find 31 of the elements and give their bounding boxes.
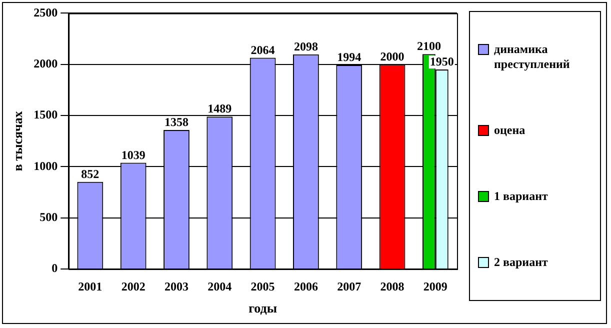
data-label: 1358: [164, 115, 188, 130]
y-tick-label: 0: [52, 261, 58, 276]
y-tick-label: 1500: [34, 108, 58, 122]
x-tick-label: 2001: [78, 279, 102, 294]
data-label: 1039: [121, 148, 146, 162]
data-label: 2100: [416, 39, 441, 54]
data-label: 852: [81, 166, 100, 181]
x-tick-label: 2004: [208, 279, 232, 294]
x-tick-label: 2007: [337, 279, 362, 294]
legend-label: динамика преступлений: [494, 42, 571, 72]
legend-label: 1 вариант: [494, 189, 548, 204]
legend-label: 2 вариант: [494, 255, 548, 270]
data-label: 1489: [208, 102, 232, 116]
data-label: 2000: [380, 49, 404, 64]
data-label: 2064: [250, 42, 275, 57]
legend-label: оцена: [494, 122, 526, 138]
x-tick-label: 2008: [380, 279, 404, 294]
y-axis-title: в тысячах: [10, 110, 26, 172]
data-label: 1994: [337, 50, 362, 64]
y-tick-label: 2500: [34, 5, 58, 20]
x-tick-label: 2002: [121, 279, 146, 294]
y-tick-label: 2000: [34, 56, 58, 70]
x-tick-label: 2006: [294, 279, 318, 294]
data-label: 1950: [430, 54, 454, 69]
y-tick-label: 500: [40, 210, 58, 224]
x-axis-title: годы: [248, 300, 278, 316]
x-tick-label: 2003: [164, 279, 188, 294]
x-tick-label: 2005: [250, 279, 275, 294]
x-tick-label: 2009: [423, 279, 448, 294]
y-tick-label: 1000: [34, 158, 58, 173]
data-label: 2098: [294, 39, 318, 54]
